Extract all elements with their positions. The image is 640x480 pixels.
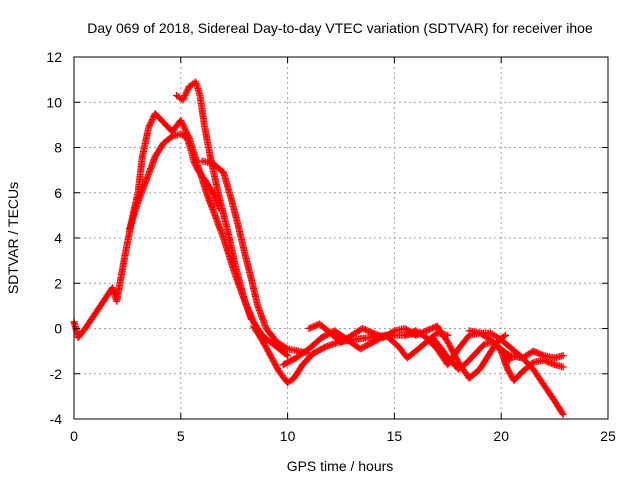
data-point-trace bbox=[180, 93, 188, 101]
y-tick-label: 10 bbox=[46, 94, 62, 110]
data-point-trace bbox=[248, 315, 256, 323]
data-point-trace bbox=[178, 119, 186, 127]
y-tick-label: 4 bbox=[54, 230, 62, 246]
data-point bbox=[501, 331, 509, 339]
data-point bbox=[284, 352, 292, 360]
series-track-3 bbox=[173, 78, 292, 360]
data-point-trace bbox=[145, 122, 153, 130]
data-point-trace bbox=[181, 125, 189, 133]
series-track-6 bbox=[279, 327, 452, 369]
data-point-trace bbox=[182, 128, 190, 136]
data-point-trace bbox=[181, 91, 189, 99]
data-point-trace bbox=[190, 159, 198, 167]
data-point-trace bbox=[243, 302, 251, 310]
x-tick-label: 25 bbox=[600, 428, 616, 444]
data-point-trace bbox=[180, 124, 188, 132]
data-point-trace bbox=[182, 127, 190, 135]
y-axis-label: SDTVAR / TECUs bbox=[5, 182, 21, 294]
data-point bbox=[177, 116, 185, 124]
series-track-13 bbox=[493, 343, 567, 362]
data-point-trace bbox=[182, 88, 190, 96]
y-tick-label: 6 bbox=[54, 185, 62, 201]
data-point-trace bbox=[244, 304, 252, 312]
data-point-trace bbox=[148, 117, 156, 125]
data-point-trace bbox=[247, 311, 255, 319]
y-tick-label: -2 bbox=[50, 366, 63, 382]
x-tick-label: 0 bbox=[70, 428, 78, 444]
data-point-trace bbox=[180, 122, 188, 130]
data-point-trace bbox=[247, 313, 255, 321]
data-point-trace bbox=[389, 328, 397, 336]
x-tick-label: 10 bbox=[280, 428, 296, 444]
data-point-trace bbox=[192, 163, 200, 171]
y-tick-label: -4 bbox=[50, 411, 63, 427]
y-tick-label: 2 bbox=[54, 275, 62, 291]
data-point-trace bbox=[282, 351, 290, 359]
y-tick-label: 8 bbox=[54, 140, 62, 156]
data-point-trace bbox=[242, 299, 250, 307]
data-point-trace bbox=[244, 305, 252, 313]
data-point bbox=[179, 96, 187, 104]
data-point-trace bbox=[245, 307, 253, 315]
data-point bbox=[241, 297, 249, 305]
data-point-trace bbox=[191, 160, 199, 168]
data-point-trace bbox=[528, 360, 536, 368]
data-point-trace bbox=[148, 116, 156, 124]
x-tick-label: 20 bbox=[493, 428, 509, 444]
data-point bbox=[559, 363, 567, 371]
data-point bbox=[145, 123, 153, 131]
data-point-trace bbox=[178, 118, 186, 126]
series-track-11 bbox=[465, 327, 567, 418]
data-point-trace bbox=[245, 308, 253, 316]
x-tick-label: 15 bbox=[387, 428, 403, 444]
data-point-trace bbox=[558, 409, 566, 417]
x-axis-label: GPS time / hours bbox=[287, 458, 394, 474]
axis-ticks: 0 5 10 15 20 25 -4 -2 0 2 4 6 8 10 12 bbox=[46, 49, 616, 444]
data-point-trace bbox=[167, 133, 175, 141]
x-tick-label: 5 bbox=[177, 428, 185, 444]
data-point-trace bbox=[146, 120, 154, 128]
data-point-trace bbox=[180, 94, 188, 102]
data-point-trace bbox=[182, 90, 190, 98]
data-points bbox=[70, 78, 567, 418]
data-point-trace bbox=[184, 85, 192, 93]
data-point-trace bbox=[504, 351, 512, 359]
data-point-trace bbox=[282, 344, 290, 352]
data-point-trace bbox=[183, 87, 191, 95]
data-point bbox=[559, 410, 567, 418]
y-tick-label: 12 bbox=[46, 49, 62, 65]
chart-title: Day 069 of 2018, Sidereal Day-to-day VTE… bbox=[87, 20, 593, 36]
data-point-trace bbox=[321, 343, 329, 351]
data-point-trace bbox=[147, 119, 155, 127]
data-point-trace bbox=[192, 162, 200, 170]
data-point bbox=[559, 352, 567, 360]
data-point bbox=[190, 157, 198, 165]
data-point-trace bbox=[242, 300, 250, 308]
data-point-trace bbox=[246, 310, 254, 318]
data-point-trace bbox=[179, 121, 187, 129]
y-tick-label: 0 bbox=[54, 321, 62, 337]
series-track-2 bbox=[126, 130, 223, 233]
